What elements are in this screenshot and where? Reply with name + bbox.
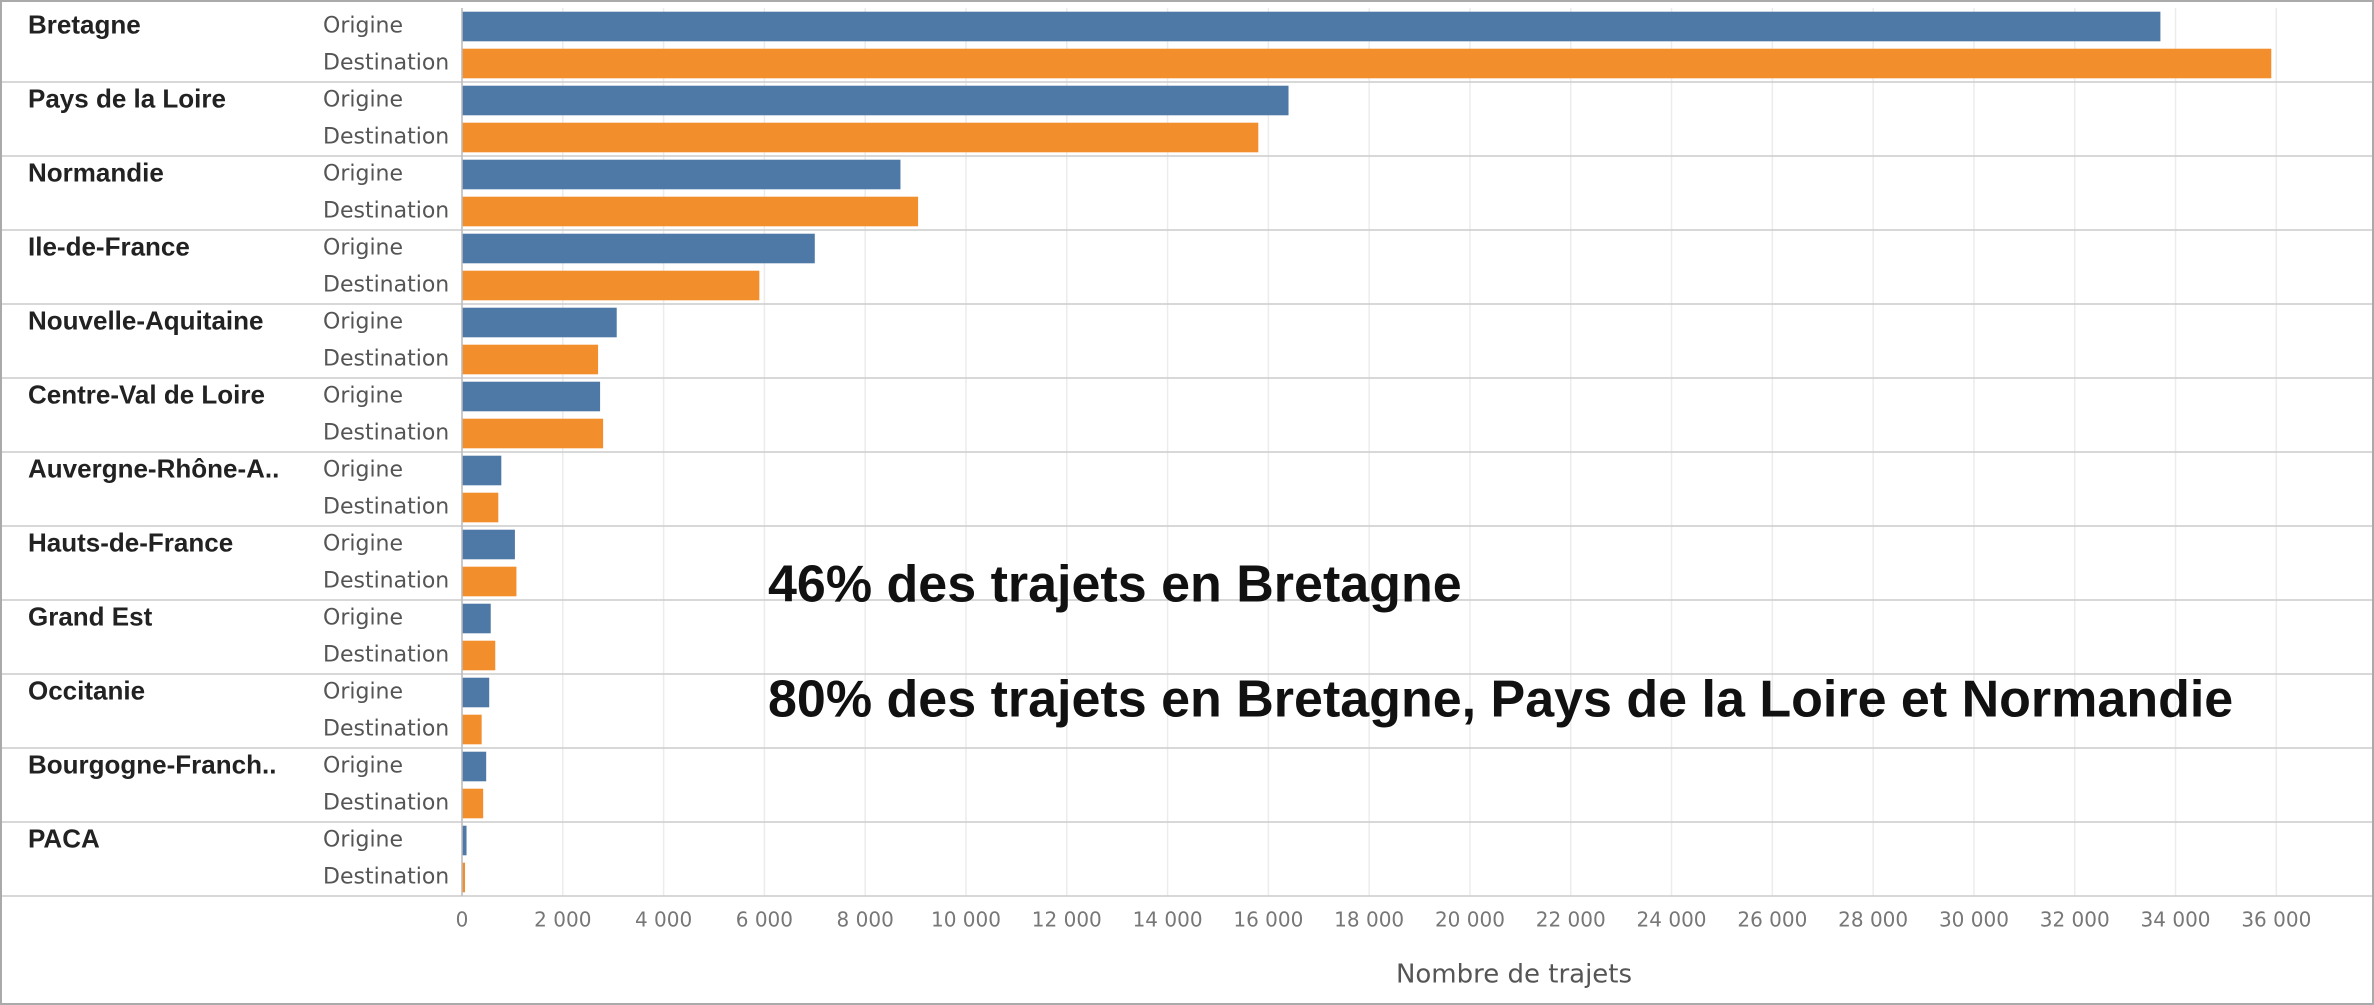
bar [462,48,2272,79]
category-label: Bretagne [28,9,141,39]
bar [462,233,815,264]
bar [462,344,599,375]
bar [462,381,601,412]
bar [462,307,617,338]
series-label: Destination [323,717,449,742]
x-tick-label: 4 000 [635,908,692,932]
x-tick-label: 2 000 [534,908,591,932]
category-label: Auvergne-Rhône-A.. [28,453,279,483]
x-tick-label: 8 000 [837,908,894,932]
bar [462,11,2161,42]
series-label: Destination [323,51,449,76]
category-label: Centre-Val de Loire [28,379,265,409]
category-label: Grand Est [28,601,153,631]
category-label: Occitanie [28,675,145,705]
bar [462,603,491,634]
x-tick-label: 22 000 [1536,908,1606,932]
category-label: Bourgogne-Franch.. [28,749,276,779]
series-label: Destination [323,273,449,298]
bar [462,492,499,523]
x-tick-label: 32 000 [2040,908,2110,932]
category-label: PACA [28,823,100,853]
category-label: Nouvelle-Aquitaine [28,305,263,335]
series-label: Origine [323,606,403,631]
x-tick-label: 20 000 [1435,908,1505,932]
bar [462,788,484,819]
bar [462,122,1259,153]
x-axis-title: Nombre de trajets [1396,960,1632,990]
bar [462,196,919,227]
series-label: Origine [323,458,403,483]
bar [462,825,467,856]
series-label: Destination [323,495,449,520]
series-label: Destination [323,791,449,816]
category-label: Ile-de-France [28,231,190,261]
x-tick-label: 34 000 [2141,908,2211,932]
series-label: Origine [323,162,403,187]
category-label: Pays de la Loire [28,83,226,113]
x-tick-label: 36 000 [2241,908,2311,932]
bar [462,677,490,708]
bar [462,455,502,486]
bar [462,714,482,745]
bar [462,751,487,782]
bar [462,640,496,671]
x-tick-label: 6 000 [736,908,793,932]
category-label: Hauts-de-France [28,527,233,557]
series-label: Origine [323,88,403,113]
x-tick-label: 10 000 [931,908,1001,932]
bar [462,270,760,301]
series-label: Destination [323,199,449,224]
annotation: 46% des trajets en Bretagne [768,556,1462,614]
x-tick-label: 30 000 [1939,908,2009,932]
series-label: Origine [323,828,403,853]
x-tick-label: 24 000 [1637,908,1707,932]
bar [462,862,466,893]
annotation: 80% des trajets en Bretagne, Pays de la … [768,671,2233,729]
series-label: Destination [323,569,449,594]
series-label: Destination [323,643,449,668]
bar [462,529,515,560]
x-tick-label: 0 [456,908,469,932]
x-tick-label: 14 000 [1133,908,1203,932]
series-label: Origine [323,384,403,409]
series-label: Destination [323,421,449,446]
series-label: Origine [323,680,403,705]
series-label: Origine [323,310,403,335]
series-label: Destination [323,125,449,150]
series-label: Destination [323,347,449,372]
bar [462,85,1289,116]
x-tick-label: 12 000 [1032,908,1102,932]
category-label: Normandie [28,157,164,187]
series-label: Origine [323,754,403,779]
series-label: Origine [323,14,403,39]
x-tick-label: 28 000 [1838,908,1908,932]
x-tick-label: 26 000 [1737,908,1807,932]
bar [462,566,517,597]
series-label: Origine [323,532,403,557]
series-label: Destination [323,865,449,890]
x-tick-label: 16 000 [1233,908,1303,932]
bar [462,418,604,449]
bar [462,159,901,190]
series-label: Origine [323,236,403,261]
x-tick-label: 18 000 [1334,908,1404,932]
